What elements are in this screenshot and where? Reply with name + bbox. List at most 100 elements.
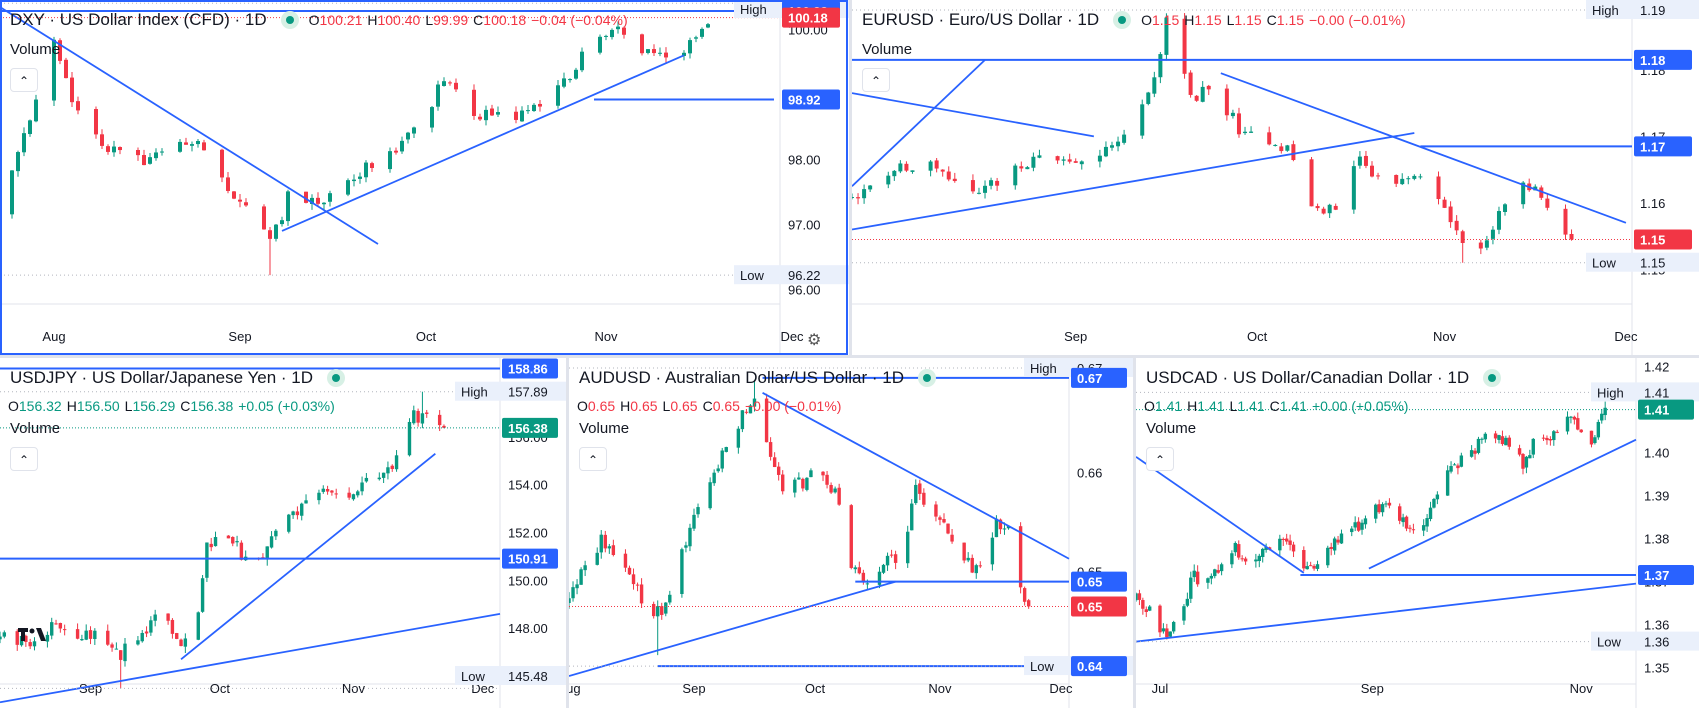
candle — [805, 477, 809, 492]
horizontal-divider[interactable] — [0, 355, 1699, 358]
candle — [1527, 178, 1532, 192]
high-price-label: High 157.89 — [455, 381, 566, 401]
time-tick-label: Dec — [1614, 329, 1638, 344]
trendline-drawing[interactable] — [1136, 456, 1305, 574]
volume-indicator-label[interactable]: Volume — [579, 420, 630, 437]
vertical-divider-bottom-left[interactable] — [566, 358, 569, 708]
time-tick-label: Sep — [228, 329, 251, 344]
candle — [1144, 606, 1148, 618]
svg-text:158.86: 158.86 — [508, 362, 548, 377]
svg-text:0.65: 0.65 — [1077, 599, 1102, 614]
candle — [1387, 498, 1392, 509]
candle — [853, 565, 857, 574]
collapse-legend-button[interactable]: ⌃ — [10, 68, 38, 92]
candle — [317, 489, 321, 505]
svg-text:0.64: 0.64 — [1077, 659, 1103, 674]
volume-indicator-label[interactable]: Volume — [1146, 420, 1197, 437]
price-tick-label: 1.40 — [1644, 446, 1669, 461]
candle — [360, 476, 364, 496]
symbol-title[interactable]: USDJPY · US Dollar/Japanese Yen · 1D — [10, 368, 314, 387]
candle — [682, 50, 686, 61]
trendline-drawing[interactable] — [1220, 72, 1627, 224]
trendline-drawing[interactable] — [852, 92, 1095, 138]
candle — [1137, 589, 1142, 606]
chart-panel-usdjpy[interactable]: 158.00156.00154.00152.00150.00148.00146.… — [0, 358, 566, 708]
trendline-drawing[interactable] — [852, 132, 1415, 231]
chart-legend[interactable]: USDJPY · US Dollar/Japanese Yen · 1D — [10, 368, 355, 388]
volume-indicator-label[interactable]: Volume — [862, 41, 913, 58]
trendline-drawing[interactable] — [0, 3, 379, 245]
ohlc-values: O1.41 H1.41 L1.41 C1.41 +0.00 (+0.05%) — [1144, 398, 1409, 414]
candle — [32, 637, 37, 651]
drawing-price-tag[interactable]: 150.91 — [502, 548, 558, 569]
drawing-price-tag[interactable]: 1.37 — [1638, 565, 1694, 586]
candle — [1490, 226, 1495, 245]
drawing-price-tag[interactable]: 0.65 — [1071, 571, 1127, 592]
candle — [928, 160, 933, 177]
candle — [631, 568, 636, 590]
candle — [58, 622, 63, 633]
candle — [425, 409, 429, 418]
chart-svg[interactable]: 0.670.660.650.64AugSepOctNovDecHigh0.67L… — [569, 358, 1133, 708]
chart-panel-eurusd[interactable]: 1.19 1.18 1.17 1.16 1.15 Sep Oct Nov Dec High 1.19… — [852, 0, 1699, 355]
drawing-price-tag[interactable]: 1.18 — [1634, 49, 1692, 70]
drawing-price-tag[interactable]: 0.67 — [1071, 367, 1127, 388]
chart-settings-gear-icon[interactable]: ⚙ — [807, 332, 822, 349]
vertical-divider-top[interactable] — [849, 0, 852, 355]
ohlc-c-value: 0.65 — [712, 398, 740, 414]
trendline-drawing[interactable] — [0, 612, 501, 704]
symbol-title[interactable]: USDCAD · US Dollar/Canadian Dollar · 1D — [1146, 368, 1470, 387]
trendline-drawing[interactable] — [852, 59, 986, 187]
price-tick-label: 150.00 — [508, 573, 548, 588]
symbol-title[interactable]: AUDUSD · Australian Dollar/US Dollar · 1… — [579, 368, 904, 387]
candle — [1315, 203, 1320, 211]
chart-legend[interactable]: EURUSD · Euro/US Dollar · 1D O1.15 H1.15 L1… — [862, 10, 1411, 30]
collapse-legend-button[interactable]: ⌃ — [10, 447, 38, 471]
chart-svg[interactable]: 100.40100.0098.0097.0096.00AugSepOctNovD… — [0, 0, 849, 355]
trendline-drawing[interactable] — [1136, 582, 1637, 643]
symbol-title[interactable]: EURUSD · Euro/US Dollar · 1D — [862, 10, 1100, 29]
candle — [274, 528, 278, 541]
candle — [1363, 150, 1368, 169]
candle — [893, 550, 898, 570]
trendline-drawing[interactable] — [180, 452, 436, 660]
price-tick-label: 97.00 — [788, 217, 821, 232]
trendline-drawing[interactable] — [762, 391, 1070, 560]
vertical-divider-bottom-right[interactable] — [1133, 358, 1136, 708]
candle — [604, 34, 608, 41]
candle — [520, 106, 524, 122]
candle — [603, 530, 607, 553]
collapse-legend-button[interactable]: ⌃ — [579, 447, 607, 471]
candle — [304, 191, 308, 204]
collapse-legend-button[interactable]: ⌃ — [1146, 447, 1174, 471]
time-tick-label: Dec — [780, 329, 804, 344]
drawing-price-tag[interactable]: 1.17 — [1634, 136, 1692, 157]
trendline-drawing[interactable] — [569, 580, 896, 677]
chart-legend[interactable]: DXY · US Dollar Index (CFD) · 1D O100.21 H… — [10, 10, 633, 30]
candle — [118, 650, 123, 689]
candle — [64, 57, 68, 79]
candle — [239, 540, 244, 561]
trendline-drawing[interactable] — [281, 54, 685, 232]
candle — [140, 630, 144, 643]
chart-svg[interactable]: 1.42 1.41 1.40 1.39 1.38 1.37 1.36 1.35 Jul Sep No… — [1136, 358, 1699, 708]
trendline-drawing[interactable] — [1368, 438, 1637, 570]
chart-panel-usdcad[interactable]: 1.42 1.41 1.40 1.39 1.38 1.37 1.36 1.35 Jul Sep No… — [1136, 358, 1699, 708]
chart-panel-audusd[interactable]: 0.670.660.650.64AugSepOctNovDecHigh0.67L… — [569, 358, 1133, 708]
drawing-price-tag[interactable]: 158.86 — [502, 358, 558, 379]
svg-text:0.67: 0.67 — [1077, 371, 1102, 386]
drawing-price-tag[interactable]: 0.64 — [1071, 656, 1127, 677]
candle — [1254, 553, 1258, 568]
volume-indicator-label[interactable]: Volume — [10, 41, 61, 58]
chart-panel-dxy[interactable]: 100.40100.0098.0097.0096.00AugSepOctNovD… — [0, 0, 849, 355]
candle — [28, 119, 32, 137]
chart-legend[interactable]: AUDUSD · Australian Dollar/US Dollar · 1… — [579, 368, 946, 388]
chart-legend[interactable]: USDCAD · US Dollar/Canadian Dollar · 1D — [1146, 368, 1511, 388]
drawing-price-tag[interactable]: 98.92 — [782, 89, 840, 110]
chart-svg[interactable]: 158.00156.00154.00152.00150.00148.00146.… — [0, 358, 566, 708]
chart-svg[interactable]: 1.19 1.18 1.17 1.16 1.15 Sep Oct Nov Dec High 1.19… — [852, 0, 1699, 355]
candle — [983, 180, 988, 199]
volume-indicator-label[interactable]: Volume — [10, 420, 61, 437]
symbol-title[interactable]: DXY · US Dollar Index (CFD) · 1D — [10, 10, 267, 29]
collapse-legend-button[interactable]: ⌃ — [862, 68, 890, 92]
